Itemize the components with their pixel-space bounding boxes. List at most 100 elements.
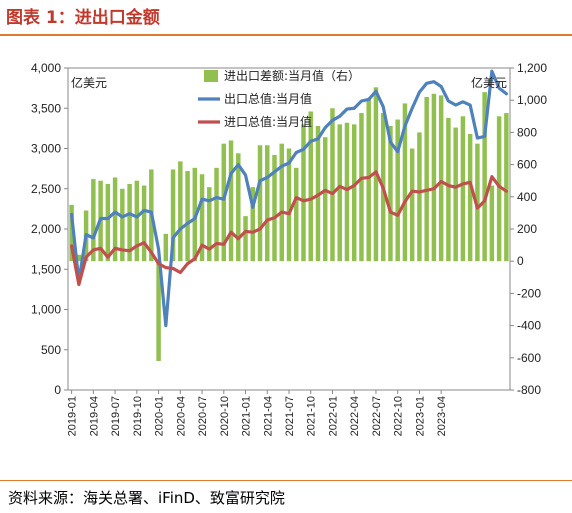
balance-bar: [489, 185, 495, 262]
x-tick-label: 2019-01: [67, 396, 79, 436]
balance-bar: [482, 92, 487, 262]
x-tick-label: 2021-07: [284, 396, 296, 436]
balance-bar: [112, 177, 118, 262]
x-tick-label: 2023-01: [414, 396, 426, 436]
value-lines: [70, 69, 508, 328]
balance-bars: [69, 87, 509, 362]
source-note: 资料来源：海关总署、iFinD、致富研究院: [8, 489, 285, 507]
balance-bar: [504, 113, 509, 262]
x-tick-label: 2022-04: [349, 396, 361, 436]
x-tick-label: 2022-10: [393, 396, 405, 436]
left-unit-label: 亿美元: [71, 75, 107, 90]
trade-value-chart: 0 500 1,000 1,500 2,000 2,500 3,000 3,500 4,000 -…: [31, 61, 547, 436]
balance-bar: [141, 185, 147, 262]
balance-bar: [467, 134, 473, 262]
right-tick-label: -200: [517, 286, 541, 300]
balance-bar: [228, 140, 234, 262]
x-tick-label: 2023-04: [436, 396, 448, 436]
balance-bar: [431, 93, 437, 262]
balance-bar: [294, 167, 299, 262]
right-tick-label: -600: [517, 351, 541, 365]
balance-bar: [402, 103, 408, 262]
right-tick-label: 0: [517, 254, 524, 268]
title-divider: [0, 34, 572, 36]
balance-bar: [272, 154, 277, 262]
right-tick-label: 600: [517, 158, 537, 172]
balance-bar: [301, 124, 306, 262]
balance-bar: [286, 148, 292, 262]
left-tick-label: 3,000: [31, 142, 61, 156]
left-tick-label: 3,500: [31, 101, 61, 115]
right-tick-label: -400: [517, 319, 541, 333]
balance-bar: [330, 108, 335, 262]
balance-bar: [170, 169, 176, 262]
balance-bar: [257, 145, 263, 262]
balance-bar: [344, 122, 350, 262]
right-tick-label: 800: [517, 125, 537, 139]
balance-bar: [453, 127, 458, 262]
axes: 0 500 1,000 1,500 2,000 2,500 3,000 3,500 4,000 -…: [31, 61, 547, 436]
left-tick-label: 2,000: [31, 222, 61, 236]
export-line: [70, 69, 508, 328]
x-tick-label: 2020-07: [197, 396, 209, 436]
balance-bar: [178, 161, 183, 262]
balance-bar: [221, 143, 227, 262]
balance-bar: [337, 124, 342, 262]
x-tick-label: 2019-04: [88, 396, 100, 436]
balance-bar: [308, 111, 313, 262]
left-tick-label: 1,000: [31, 303, 61, 317]
balance-bar: [460, 116, 466, 262]
x-tick-label: 2021-10: [306, 396, 318, 436]
balance-bar: [120, 188, 125, 262]
right-tick-label: 200: [517, 222, 537, 236]
balance-bar: [265, 145, 270, 262]
balance-bar: [496, 116, 502, 262]
balance-bar: [322, 137, 328, 262]
legend-label-export: 出口总值:当月值: [224, 91, 312, 106]
x-tick-label: 2021-01: [241, 396, 253, 436]
x-tick-label: 2019-10: [132, 396, 144, 436]
balance-bar: [279, 143, 284, 262]
balance-bar: [409, 148, 415, 262]
left-tick-label: 0: [54, 383, 61, 397]
x-tick-label: 2020-01: [154, 396, 166, 436]
balance-bar: [199, 174, 205, 262]
page-title: 图表 1：进出口金额: [6, 8, 160, 28]
balance-bar: [185, 171, 190, 262]
balance-bar: [69, 204, 74, 262]
left-tick-label: 500: [41, 343, 61, 357]
balance-bar: [214, 167, 219, 262]
balance-bar: [236, 153, 241, 262]
left-tick-label: 1,500: [31, 262, 61, 276]
import-line: [70, 170, 508, 287]
balance-bar: [243, 216, 248, 262]
legend-swatch-balance: [204, 70, 218, 82]
legend-label-import: 进口总值:当月值: [224, 114, 312, 129]
right-tick-label: 1,200: [517, 61, 547, 75]
balance-bar: [163, 233, 169, 262]
balance-bar: [438, 95, 444, 262]
balance-bar: [424, 96, 429, 262]
balance-bar: [366, 98, 371, 262]
x-tick-label: 2021-04: [262, 396, 274, 436]
x-tick-label: 2020-10: [219, 396, 231, 436]
x-tick-label: 2022-01: [327, 396, 339, 436]
balance-bar: [105, 183, 111, 262]
balance-bar: [359, 113, 364, 262]
right-tick-label: 400: [517, 190, 537, 204]
right-tick-label: 1,000: [517, 93, 547, 107]
balance-bar: [388, 125, 393, 262]
balance-bar: [351, 124, 357, 262]
balance-bar: [156, 261, 161, 362]
balance-bar: [76, 254, 82, 262]
balance-bar: [417, 132, 422, 262]
balance-bar: [134, 180, 140, 262]
balance-bar: [207, 187, 212, 262]
balance-bar: [395, 119, 400, 262]
right-tick-label: -800: [517, 383, 541, 397]
balance-bar: [127, 183, 132, 262]
source-divider: [0, 480, 572, 481]
left-tick-label: 4,000: [31, 61, 61, 75]
balance-bar: [250, 187, 256, 262]
